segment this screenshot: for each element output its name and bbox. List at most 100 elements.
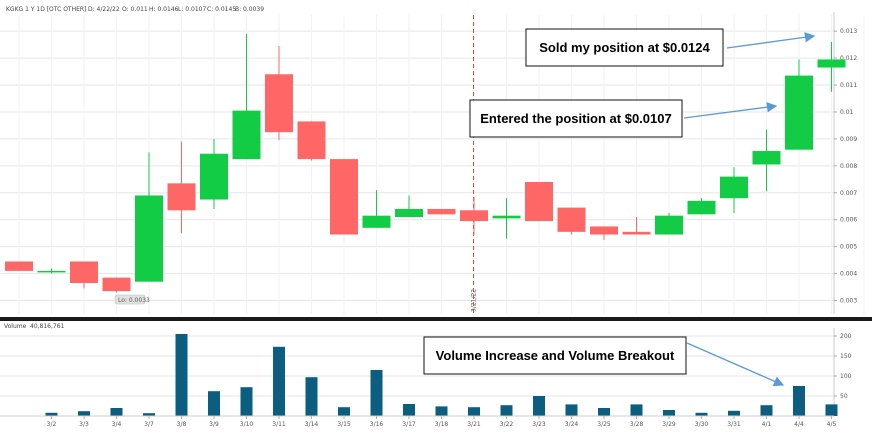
date-tick-label: 3/2 bbox=[47, 421, 57, 428]
date-tick-label: 3/18 bbox=[435, 421, 449, 428]
low-tag-label: Lo: 0.0033 bbox=[118, 297, 150, 304]
date-tick-label: 3/30 bbox=[695, 421, 709, 428]
date-tick-label: 3/25 bbox=[597, 421, 611, 428]
date-tick-label: 3/17 bbox=[402, 421, 416, 428]
candle-body bbox=[265, 74, 293, 133]
candle-body bbox=[817, 59, 846, 68]
volume-bar bbox=[370, 370, 383, 416]
volume-bar bbox=[338, 407, 350, 416]
candle-body bbox=[70, 261, 98, 284]
candle-body bbox=[232, 110, 261, 160]
date-tick-label: 3/15 bbox=[337, 421, 351, 428]
date-tick-label: 4/1 bbox=[762, 421, 772, 428]
low-tag: Lo: 0.0033 bbox=[114, 294, 150, 305]
date-marker-label: 3/21/22 bbox=[471, 289, 478, 312]
volume-bar bbox=[110, 408, 123, 416]
date-tick-label: 3/7 bbox=[144, 421, 154, 428]
volume-tick-label: 100 bbox=[840, 373, 852, 380]
candle-body bbox=[37, 270, 66, 273]
date-tick-label: 3/10 bbox=[240, 421, 254, 428]
date-tick-label: 4/4 bbox=[794, 421, 804, 428]
candle-body bbox=[102, 277, 131, 292]
candle-body bbox=[167, 183, 196, 211]
annotation-sold: Sold my position at $0.0124 bbox=[525, 28, 724, 67]
volume-bar bbox=[45, 412, 58, 416]
panel-divider bbox=[0, 317, 872, 321]
header-b: B: 0.0039 bbox=[235, 6, 264, 13]
annotation-volume-box bbox=[423, 336, 687, 375]
date-tick-label: 3/24 bbox=[565, 421, 579, 428]
date-tick-label: 3/8 bbox=[177, 421, 187, 428]
annotation-entered-text: Entered the position at $0.0107 bbox=[480, 111, 671, 126]
date-tick-label: 4/5 bbox=[827, 421, 837, 428]
header-date: D: 4/22/22 bbox=[88, 6, 120, 13]
candle-body bbox=[687, 200, 716, 215]
candle-body bbox=[785, 75, 813, 150]
candle-body bbox=[655, 215, 683, 235]
volume-bar bbox=[565, 404, 578, 416]
volume-header-label: Volume bbox=[4, 323, 27, 330]
price-tick-label: 0.006 bbox=[840, 217, 857, 224]
header-close: C: 0.0145 bbox=[207, 6, 236, 13]
candle-body bbox=[427, 208, 456, 215]
date-tick-label: 3/21 bbox=[467, 421, 481, 428]
header-symbol: KGKG 1 Y 1D [OTC OTHER] bbox=[6, 6, 86, 13]
volume-bar bbox=[825, 404, 838, 416]
volume-bar bbox=[630, 404, 643, 416]
date-tick-label: 3/14 bbox=[305, 421, 319, 428]
header-high: H: 0.0146 bbox=[149, 6, 179, 13]
arrow-sold bbox=[726, 32, 816, 49]
volume-header-value: 40,816,761 bbox=[30, 323, 65, 330]
volume-bar bbox=[533, 396, 545, 416]
price-tick-label: 0.007 bbox=[840, 190, 857, 197]
candle-body bbox=[5, 261, 33, 271]
candle-body bbox=[362, 215, 391, 228]
price-tick-label: 0.013 bbox=[840, 28, 857, 35]
annotation-volume-text: Volume Increase and Volume Breakout bbox=[436, 348, 675, 363]
volume-bar bbox=[598, 408, 610, 416]
candle-body bbox=[395, 208, 423, 218]
volume-bar bbox=[208, 391, 220, 416]
candle-body bbox=[297, 121, 326, 160]
date-axis: 3/2 3/3 3/4 3/7 3/8 3/9 3/10 3/11 3/14 3/15 3/16 3/… bbox=[0, 415, 837, 428]
volume-bar bbox=[240, 387, 253, 416]
candle-body bbox=[720, 176, 748, 199]
date-tick-label: 3/9 bbox=[209, 421, 219, 428]
price-tick-label: 0.012 bbox=[840, 55, 857, 62]
candle-body bbox=[525, 182, 553, 222]
date-tick-label: 3/22 bbox=[500, 421, 514, 428]
volume-bar bbox=[663, 410, 675, 416]
date-tick-label: 3/4 bbox=[112, 421, 122, 428]
price-tick-label: 0.01 bbox=[840, 109, 854, 116]
volume-bars bbox=[45, 334, 838, 416]
date-tick-label: 3/16 bbox=[370, 421, 384, 428]
price-tick-label: 0.011 bbox=[840, 82, 857, 89]
arrow-volume bbox=[686, 342, 785, 387]
candle-body bbox=[135, 195, 163, 282]
volume-bar bbox=[468, 407, 480, 416]
candle-body bbox=[200, 153, 228, 200]
volume-bar bbox=[500, 405, 513, 416]
price-tick-label: 0.008 bbox=[840, 163, 857, 170]
volume-bar bbox=[175, 334, 188, 416]
volume-bar bbox=[728, 410, 740, 416]
annotation-entered: Entered the position at $0.0107 bbox=[469, 99, 683, 138]
volume-tick-label: 50 bbox=[840, 393, 848, 400]
chart-header: KGKG 1 Y 1D [OTC OTHER] D: 4/22/22 O: 0.… bbox=[6, 6, 264, 13]
volume-bar bbox=[143, 413, 155, 416]
volume-bar bbox=[793, 386, 805, 416]
header-low: L: 0.0107 bbox=[178, 6, 206, 13]
volume-bar bbox=[305, 377, 318, 416]
volume-bar bbox=[760, 405, 773, 416]
price-tick-label: 0.004 bbox=[840, 271, 857, 278]
candle-body bbox=[622, 231, 651, 235]
price-tick-label: 0.009 bbox=[840, 136, 857, 143]
grid-layer bbox=[0, 15, 865, 397]
volume-axis: 50 100 150 200 bbox=[833, 328, 852, 416]
annotation-volume: Volume Increase and Volume Breakout bbox=[423, 336, 687, 375]
annotation-sold-text: Sold my position at $0.0124 bbox=[539, 40, 710, 55]
annotation-entered-box bbox=[469, 99, 683, 138]
volume-bar bbox=[273, 346, 285, 416]
date-tick-label: 3/31 bbox=[727, 421, 741, 428]
